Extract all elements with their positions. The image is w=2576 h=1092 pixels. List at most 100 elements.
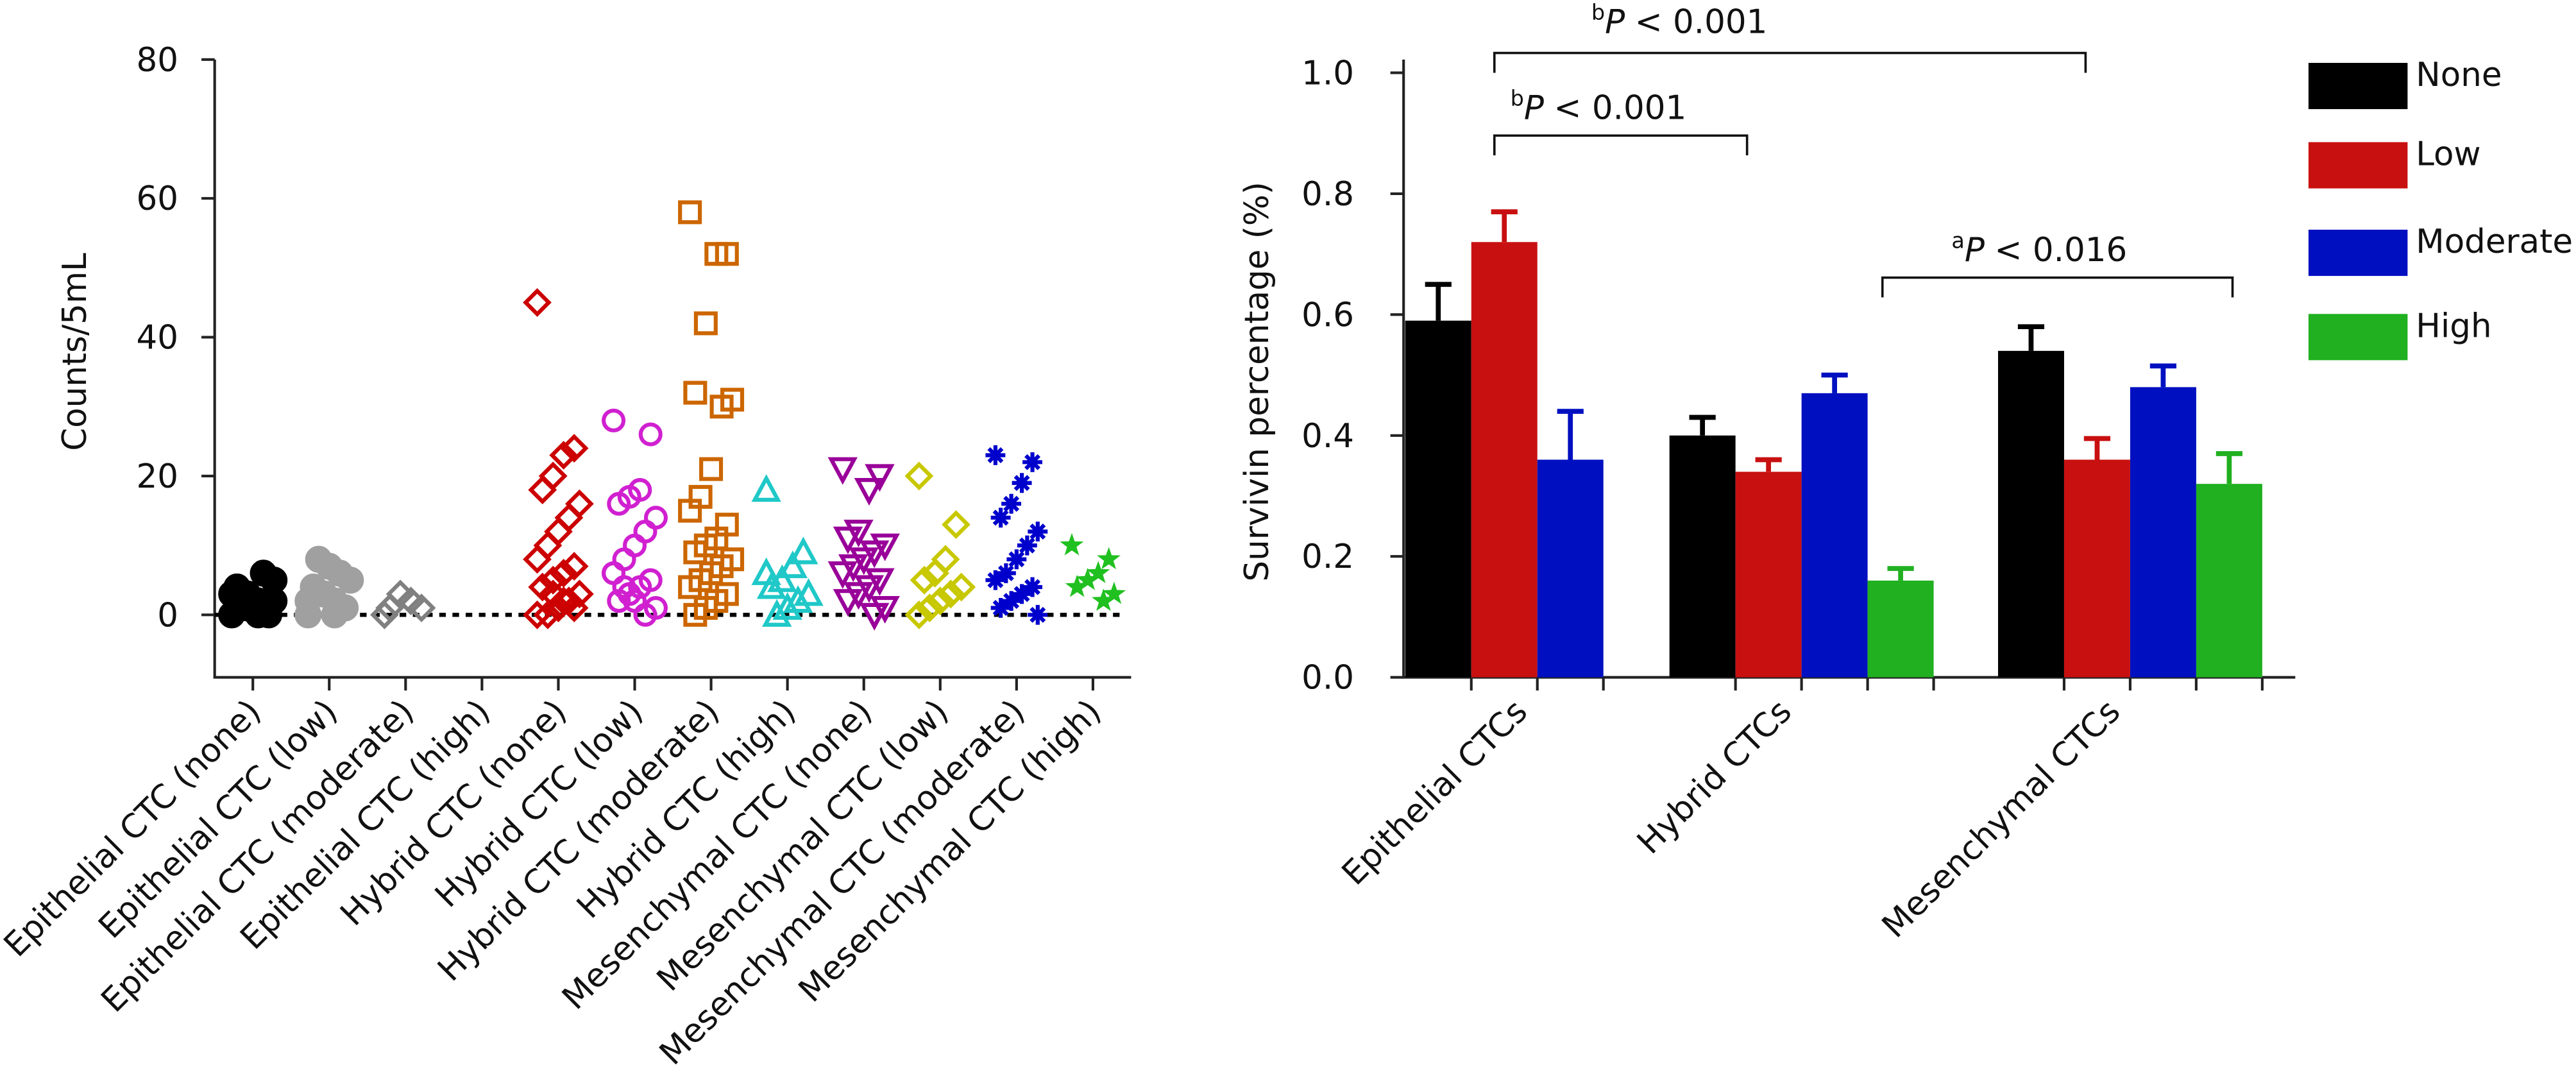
error-bar bbox=[2216, 451, 2242, 484]
point bbox=[1102, 581, 1126, 604]
legend-label: Moderate bbox=[2416, 223, 2573, 261]
legend-swatch bbox=[2308, 63, 2408, 110]
annotation-part: P bbox=[1965, 231, 1985, 269]
significance-bracket bbox=[1881, 276, 2234, 298]
point bbox=[638, 422, 663, 447]
point bbox=[643, 506, 668, 530]
point bbox=[772, 592, 802, 620]
point bbox=[833, 526, 863, 554]
point bbox=[407, 593, 436, 622]
bar bbox=[1997, 350, 2064, 678]
point bbox=[607, 589, 631, 613]
error-bar bbox=[1755, 457, 1782, 472]
point bbox=[321, 601, 348, 629]
error-bar bbox=[1821, 372, 1848, 393]
y-tick-label: 0.4 bbox=[1301, 417, 1354, 456]
bar bbox=[1801, 393, 1868, 678]
significance-bracket bbox=[1493, 134, 1749, 156]
point bbox=[607, 491, 631, 516]
point bbox=[1065, 574, 1089, 597]
point bbox=[904, 461, 934, 491]
point bbox=[233, 594, 262, 622]
point bbox=[523, 545, 552, 574]
point bbox=[827, 457, 858, 485]
legend-swatch bbox=[2308, 230, 2408, 277]
bar bbox=[1405, 320, 1471, 678]
point bbox=[783, 585, 813, 613]
x-tick-label: Epithelial CTC (moderate) bbox=[94, 692, 421, 1020]
point bbox=[602, 561, 626, 585]
error-bar bbox=[2017, 324, 2045, 351]
annotation-part: < 0.016 bbox=[1994, 231, 2127, 269]
annotation: aP < 0.016 bbox=[1951, 228, 2127, 269]
point bbox=[305, 545, 332, 573]
bar bbox=[1735, 472, 1802, 678]
point bbox=[533, 531, 563, 560]
point bbox=[554, 503, 584, 533]
point bbox=[565, 489, 594, 518]
point bbox=[1006, 549, 1027, 570]
point bbox=[260, 587, 288, 615]
point bbox=[870, 595, 900, 624]
point bbox=[223, 573, 251, 601]
point bbox=[788, 536, 818, 565]
legend-label: High bbox=[2416, 307, 2491, 345]
point bbox=[693, 311, 718, 336]
point bbox=[996, 563, 1016, 583]
error-bar bbox=[1491, 209, 1518, 243]
point bbox=[310, 580, 338, 608]
point bbox=[1091, 588, 1115, 611]
point bbox=[1022, 452, 1042, 472]
y-tick-label: 0.8 bbox=[1301, 175, 1354, 214]
point bbox=[751, 474, 781, 502]
annotation-part: b bbox=[1591, 0, 1605, 25]
point bbox=[612, 547, 636, 572]
point bbox=[1001, 493, 1022, 514]
point bbox=[396, 586, 425, 616]
point bbox=[904, 600, 934, 629]
y-tick-label: 0 bbox=[157, 596, 178, 635]
y-axis-label: Counts/5mL bbox=[56, 253, 94, 451]
point bbox=[827, 561, 858, 589]
point bbox=[1012, 584, 1032, 604]
point bbox=[854, 575, 885, 603]
point bbox=[942, 510, 970, 540]
point bbox=[1022, 577, 1042, 597]
annotation: bP < 0.001 bbox=[1511, 86, 1687, 128]
bar bbox=[1867, 580, 1934, 678]
point bbox=[602, 408, 626, 432]
x-tick-label: Hybrid CTCs bbox=[1630, 692, 1799, 862]
error-bar bbox=[1557, 409, 1584, 460]
annotation-part: P bbox=[1524, 89, 1544, 128]
point bbox=[1097, 547, 1121, 570]
legend-label: Low bbox=[2416, 135, 2480, 174]
x-tick-label: Epithelial CTCs bbox=[1335, 692, 1535, 892]
bar bbox=[2130, 387, 2196, 678]
point bbox=[1076, 567, 1100, 590]
annotation-part: < 0.001 bbox=[1554, 89, 1686, 128]
point bbox=[369, 600, 399, 629]
legend-swatch bbox=[2308, 142, 2408, 189]
point bbox=[678, 499, 702, 523]
point bbox=[538, 579, 568, 609]
error-bar bbox=[1689, 414, 1716, 436]
point bbox=[865, 464, 895, 492]
y-tick-label: 60 bbox=[137, 180, 179, 218]
point bbox=[683, 540, 708, 565]
point bbox=[910, 565, 939, 595]
point bbox=[1001, 591, 1022, 611]
point bbox=[838, 554, 869, 583]
y-tick-label: 1.0 bbox=[1301, 54, 1354, 92]
bar bbox=[1669, 435, 1736, 678]
point bbox=[678, 200, 702, 225]
point bbox=[854, 478, 885, 506]
y-tick-label: 0.0 bbox=[1301, 659, 1354, 697]
legend-label: None bbox=[2416, 56, 2502, 94]
point bbox=[931, 545, 960, 574]
annotation-part: a bbox=[1951, 228, 1965, 253]
point bbox=[1060, 533, 1084, 556]
y-tick-label: 0.2 bbox=[1301, 538, 1354, 576]
point bbox=[250, 559, 277, 587]
point bbox=[699, 457, 724, 481]
point bbox=[375, 593, 405, 622]
